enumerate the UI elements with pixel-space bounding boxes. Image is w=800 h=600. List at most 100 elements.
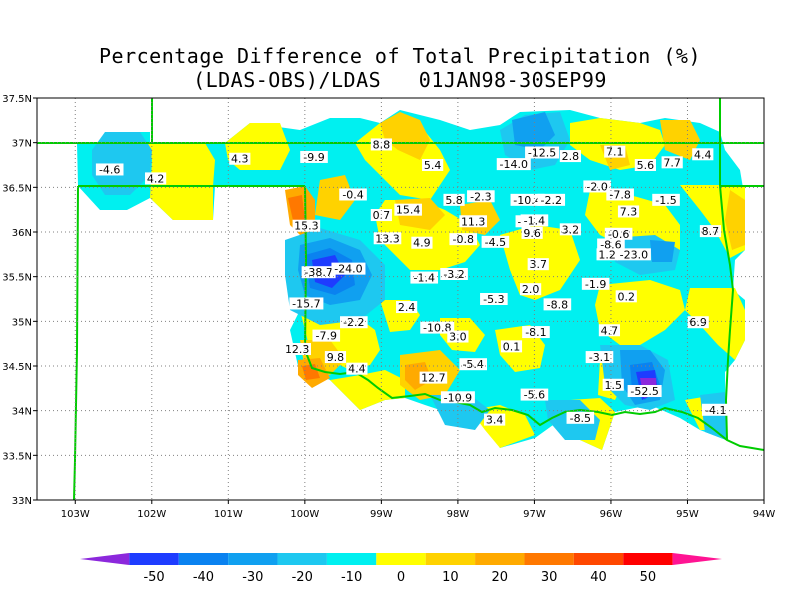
contour-label: 0.7	[370, 209, 392, 222]
colorbar-label: 50	[640, 570, 657, 585]
contour-label-text: 2.4	[398, 301, 416, 314]
contour-label-text: -1.9	[585, 278, 606, 291]
contour-label: -4.1	[701, 403, 730, 417]
contour-label-bg	[537, 193, 566, 206]
contour-label-text: 4.4	[694, 148, 712, 161]
contour-label-bg	[604, 145, 626, 158]
contour-label-text: 15.3	[294, 220, 319, 233]
contour-label-text: -10.9	[444, 391, 472, 404]
contour-label-bg	[443, 193, 465, 206]
contour-label-bg	[519, 283, 542, 296]
contour-label-bg	[420, 321, 455, 334]
contour-label: -8.6	[597, 238, 625, 252]
contour-label: -10.9	[440, 391, 475, 404]
contour-label: 9.6	[521, 226, 543, 240]
lat-tick-label: 36.5N	[2, 183, 32, 194]
contour-label: -5.4	[459, 358, 487, 371]
contour-label: 7.7	[661, 156, 683, 169]
contour-label-text: 4.2	[147, 172, 165, 185]
contour-label-text: -1.5	[655, 194, 676, 207]
contour-label-text: -14.0	[500, 158, 528, 171]
contour-label-text: 0.7	[373, 209, 391, 222]
colorbar-left-triangle	[80, 553, 130, 565]
contour-label-bg	[394, 203, 422, 216]
contour-label-text: -2.3	[470, 190, 491, 203]
contour-label-text: -8.8	[547, 298, 568, 311]
contour-label: -9.9	[300, 150, 328, 164]
contour-label-bg	[585, 351, 614, 364]
colorbar-label: -40	[193, 570, 214, 585]
lat-tick-label: 33.5N	[2, 451, 32, 462]
lat-tick-label: 33N	[12, 496, 32, 507]
lat-tick-label: 36N	[12, 228, 32, 239]
contour-label: 5.4	[422, 159, 444, 172]
colorbar-label: 40	[590, 570, 607, 585]
contour-label-bg	[484, 413, 506, 426]
contour-label-bg	[602, 378, 624, 391]
contour-label: -8.1	[522, 326, 550, 339]
contour-label-text: -9.9	[303, 151, 324, 164]
contour-label-text: 12.3	[285, 343, 310, 356]
contour-label-text: -8.5	[570, 412, 591, 425]
contour-label-text: 8.8	[373, 138, 391, 151]
contour-label: 2.0	[519, 283, 542, 296]
colorbar-label: -30	[242, 570, 263, 585]
contour-label-bg	[604, 227, 633, 240]
colorbar-segment	[573, 553, 624, 565]
contour-label-bg	[522, 326, 550, 339]
contour-label: 4.2	[145, 172, 167, 185]
contour-label-bg	[634, 159, 656, 171]
lat-tick-label: 35N	[12, 317, 32, 328]
contour-label-bg	[370, 209, 392, 222]
contour-label-text: 0.1	[503, 340, 521, 353]
contour-label-text: 11.3	[461, 215, 486, 228]
contour-label: 3.2	[559, 223, 581, 236]
contour-label: 5.8	[443, 193, 465, 207]
contour-label: -23.0	[616, 248, 651, 261]
contour-label-bg	[289, 297, 324, 310]
contour-label-text: -1.4	[413, 272, 434, 285]
contour-label-text: -3.1	[589, 351, 610, 364]
contour-label-text: -4.5	[485, 236, 506, 249]
arkansas-border	[719, 185, 735, 441]
contour-label-text: -2.2	[343, 316, 364, 329]
contour-label-text: 7.1	[606, 146, 624, 159]
lon-tick-label: 94W	[753, 509, 776, 520]
contour-label: 0.2	[615, 290, 637, 303]
colorbar-segment	[425, 553, 476, 565]
contour-label-bg	[566, 411, 595, 424]
shaded-field: -4.6 4.2 4.3 -9.9 8.8 5.4 -14.0-12.5 2.8 7.1 5.6 7…	[37, 98, 764, 500]
contour-label-bg	[300, 150, 328, 163]
contour-label: -10.4	[510, 193, 545, 207]
contour-label-bg	[411, 236, 433, 249]
lat-tick-label: 35.5N	[2, 273, 32, 284]
contour-label-text: -0.6	[608, 228, 629, 241]
colorbar-segment	[228, 553, 278, 565]
contour-label-bg	[440, 267, 468, 280]
colorbar-label: -50	[143, 570, 164, 585]
colorbar-right-triangle	[672, 553, 722, 565]
contour-label-text: 15.4	[396, 204, 421, 217]
contour-label: -52.5	[627, 385, 662, 398]
contour-label: -12.5	[525, 146, 560, 159]
contour-label-bg	[597, 238, 625, 251]
contour-label: 5.6	[634, 159, 656, 172]
contour-label: -1.4	[410, 271, 439, 285]
contour-label-text: 1.5	[604, 379, 622, 392]
contour-label-bg	[331, 262, 366, 275]
contour-label: -4.5	[481, 235, 510, 249]
contour-label-text: 4.3	[231, 153, 249, 166]
contour-label-bg	[419, 371, 448, 384]
contour-label-bg	[340, 316, 368, 329]
contour-label: -15.7	[289, 297, 324, 310]
lon-tick-label: 101W	[214, 509, 243, 520]
contour-label-bg	[701, 403, 730, 416]
contour-label-bg	[496, 158, 531, 171]
contour-label-bg	[520, 214, 549, 227]
contour-label-text: -38.7	[304, 266, 332, 279]
colorbar: -50 -40 -30 -20 -10 0 10 20 30 40 50	[80, 553, 722, 585]
contour-label: 6.9	[687, 316, 709, 329]
contour-label-text: -5.3	[483, 293, 504, 306]
contour-label-text: 13.3	[375, 232, 400, 245]
contour-label-bg	[422, 159, 444, 171]
